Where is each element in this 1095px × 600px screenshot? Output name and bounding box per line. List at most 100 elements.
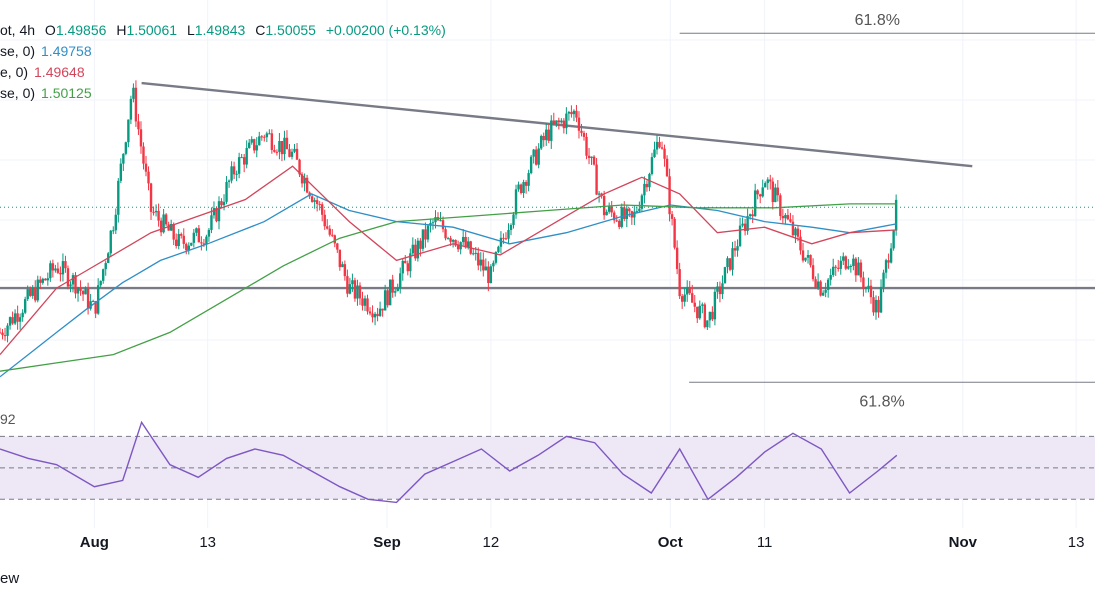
candle-body: [255, 145, 258, 151]
candle-body: [691, 293, 694, 303]
candle-body: [290, 151, 294, 157]
candle-body: [728, 258, 732, 270]
candle-body: [746, 216, 749, 231]
candle-body: [575, 110, 578, 118]
candle-body: [81, 290, 85, 295]
candle-body: [628, 208, 631, 212]
candle-body: [610, 206, 613, 213]
candle-body: [187, 245, 190, 251]
candle-body: [683, 294, 686, 302]
candle-body: [492, 262, 495, 267]
candle-body: [240, 157, 243, 159]
candle-body: [18, 317, 22, 322]
candle-body: [127, 119, 130, 143]
candle-body: [766, 179, 769, 184]
candle-body: [678, 269, 681, 297]
candle-body: [315, 200, 319, 205]
candle-body: [331, 234, 334, 236]
ohlc-legend[interactable]: ot, 4h O1.49856 H1.50061 L1.49843 C1.500…: [0, 22, 446, 38]
candle-body: [741, 223, 744, 226]
candle-body: [366, 298, 369, 312]
candle-body: [884, 260, 888, 273]
candle-body: [821, 292, 825, 296]
candle-body: [232, 166, 236, 175]
candle-body: [668, 176, 671, 215]
candle-body: [894, 199, 898, 231]
candle-body: [557, 120, 561, 123]
candle-body: [670, 214, 674, 219]
candle-body: [774, 187, 777, 203]
candle-body: [207, 229, 211, 237]
candle-body: [64, 261, 67, 269]
candle-body: [383, 290, 387, 311]
candle-body: [560, 120, 563, 123]
candle-body: [570, 111, 573, 115]
candle-body: [333, 235, 336, 244]
candle-body: [819, 281, 822, 296]
candle-body: [91, 301, 95, 303]
candle-body: [847, 266, 850, 269]
candle-body: [889, 248, 893, 263]
candle-body: [124, 142, 128, 154]
candle-body: [399, 273, 402, 288]
candle-body: [791, 221, 795, 236]
candle-body: [122, 153, 125, 164]
indicator-legend-1[interactable]: se, 0) 1.49758: [0, 43, 92, 59]
candle-body: [449, 238, 452, 242]
candle-body: [144, 163, 148, 172]
candle-body: [472, 253, 475, 255]
candle-body: [519, 184, 523, 194]
candle-body: [225, 181, 228, 202]
ma-line: [0, 193, 897, 378]
candle-body: [253, 139, 256, 151]
candle-body: [36, 279, 39, 301]
candle-body: [814, 279, 817, 288]
indicator-legend-3[interactable]: se, 0) 1.50125: [0, 85, 92, 101]
candle-body: [781, 215, 785, 219]
candle-body: [6, 325, 9, 336]
candle-body: [378, 308, 382, 317]
candle-body: [300, 174, 304, 184]
candle-body: [499, 237, 503, 247]
candle-body: [152, 211, 155, 213]
candle-body: [794, 228, 797, 236]
candle-body: [477, 252, 480, 266]
candle-body: [16, 313, 19, 322]
trendlines: [0, 81, 1095, 290]
rsi-levels: [0, 435, 1095, 500]
candle-body: [877, 299, 880, 313]
candle-body: [748, 214, 752, 217]
indicator-label: se, 0): [0, 43, 36, 59]
candle-body: [585, 136, 588, 156]
candle-body: [79, 287, 82, 291]
candle-body: [882, 272, 885, 287]
candle-body: [731, 248, 734, 270]
candle-body: [361, 298, 364, 306]
candle-body: [540, 135, 543, 149]
candle-body: [829, 275, 832, 280]
candle-body: [532, 149, 535, 157]
candle-body: [698, 305, 701, 319]
watermark-text: ew: [0, 570, 20, 587]
candle-body: [582, 132, 586, 137]
candle-body: [711, 311, 714, 320]
candle-body: [396, 287, 399, 292]
candle-body: [555, 120, 558, 125]
candle-body: [826, 279, 830, 290]
candle-body: [230, 166, 233, 181]
rsi-line: [0, 420, 898, 504]
candle-body: [643, 183, 646, 196]
candle-body: [663, 148, 666, 159]
candle-body: [686, 287, 689, 295]
candle-body: [162, 214, 165, 233]
candle-body: [816, 281, 820, 288]
candle-body: [869, 285, 873, 298]
candle-body: [464, 236, 467, 248]
candle-body: [839, 260, 842, 269]
candle-body: [862, 277, 865, 289]
candle-body: [414, 244, 417, 259]
trendline: [141, 81, 973, 168]
candle-body: [180, 234, 183, 236]
indicator-legend-2[interactable]: e, 0) 1.49648: [0, 64, 85, 80]
